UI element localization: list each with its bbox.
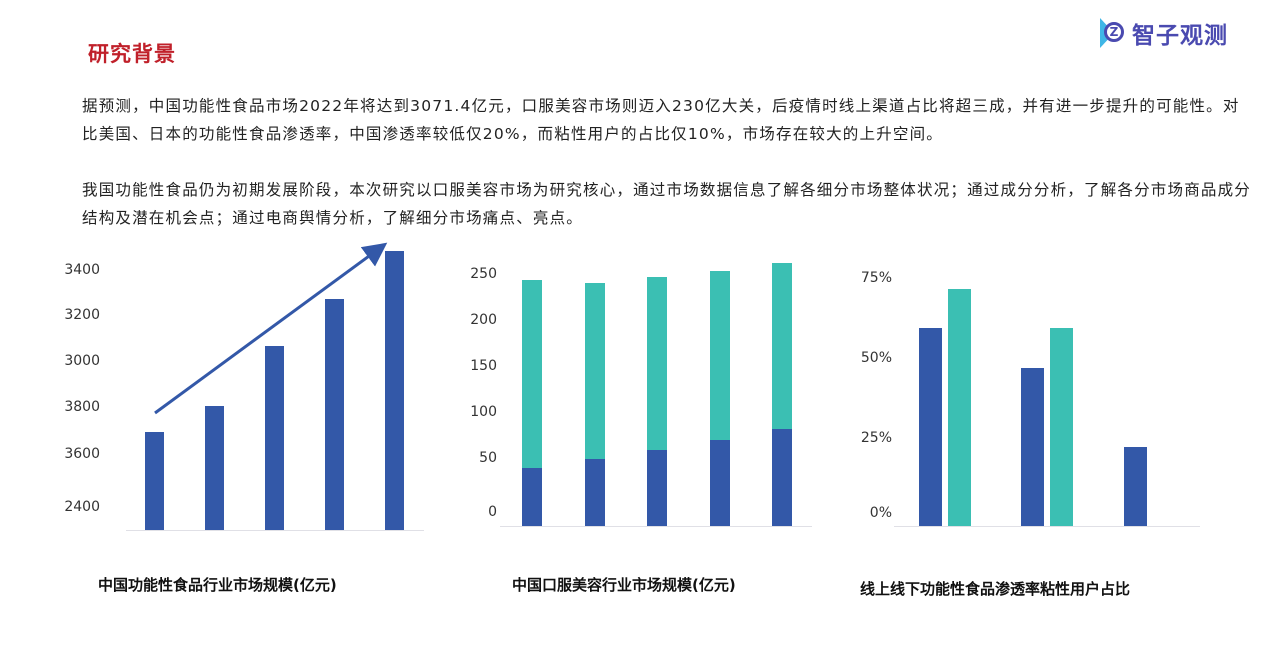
y-tick: 100 <box>470 404 497 420</box>
bar-segment-bottom <box>585 459 605 526</box>
bar-segment-bottom <box>647 450 667 526</box>
y-tick: 150 <box>470 358 497 374</box>
page-title: 研究背景 <box>88 42 176 66</box>
bar <box>919 328 942 526</box>
y-tick: 3000 <box>64 353 100 369</box>
logo-text: 智子观测 <box>1132 23 1228 49</box>
bar <box>948 289 971 526</box>
bar <box>145 432 164 530</box>
intro-paragraph-2: 我国功能性食品仍为初期发展阶段，本次研究以口服美容市场为研究核心，通过市场数据信… <box>82 181 1252 227</box>
bar-segment-bottom <box>710 440 730 526</box>
chart-title: 中国口服美容行业市场规模(亿元) <box>512 576 736 594</box>
intro-paragraph-1: 据预测，中国功能性食品市场2022年将达到3071.4亿元，口服美容市场则迈入2… <box>82 97 1240 143</box>
bar-segment-top <box>772 263 792 429</box>
trend-arrow-icon <box>154 242 388 415</box>
bar-segment-bottom <box>772 429 792 526</box>
y-tick: 3800 <box>64 399 100 415</box>
bar <box>325 299 344 530</box>
bar <box>205 406 224 530</box>
chart-penetration-rate: 75% 50% 25% 0% 线上线下功能性食品渗透率粘性用户占比 <box>860 270 1200 598</box>
x-axis <box>500 526 812 527</box>
bar <box>265 346 284 530</box>
chart-title: 线上线下功能性食品渗透率粘性用户占比 <box>860 580 1131 598</box>
bar <box>1021 368 1044 526</box>
y-tick: 50% <box>860 350 892 366</box>
bar <box>1050 328 1073 526</box>
chart-functional-food-market: 3400 3200 3000 3800 3600 2400 中国功能性食品行业市… <box>0 0 440 620</box>
y-tick: 3400 <box>64 262 100 278</box>
bar <box>385 251 404 530</box>
y-tick: 250 <box>470 266 497 282</box>
bar <box>1124 447 1147 526</box>
bar-segment-top <box>522 280 542 468</box>
bar-segment-top <box>585 283 605 459</box>
y-tick: 75% <box>860 270 892 286</box>
y-tick: 200 <box>470 312 497 328</box>
y-tick: 0% <box>869 505 892 521</box>
x-axis <box>894 526 1200 527</box>
y-tick: 2400 <box>64 499 100 515</box>
chart-title: 中国功能性食品行业市场规模(亿元) <box>98 576 337 594</box>
bar-segment-top <box>647 277 667 450</box>
chart-oral-beauty-market: 250 200 150 100 50 0 中国口服美容行业市场规模(亿元) <box>470 263 812 594</box>
bar-segment-top <box>710 271 730 440</box>
y-tick: 50 <box>479 450 497 466</box>
logo-icon: Z <box>1100 18 1124 48</box>
y-tick: 0 <box>488 504 497 520</box>
y-tick: 3200 <box>64 307 100 323</box>
y-tick: 3600 <box>64 446 100 462</box>
x-axis <box>126 530 424 531</box>
bar-segment-bottom <box>522 468 542 526</box>
brand-logo: Z 智子观测 <box>1100 16 1228 50</box>
y-tick: 25% <box>860 430 892 446</box>
